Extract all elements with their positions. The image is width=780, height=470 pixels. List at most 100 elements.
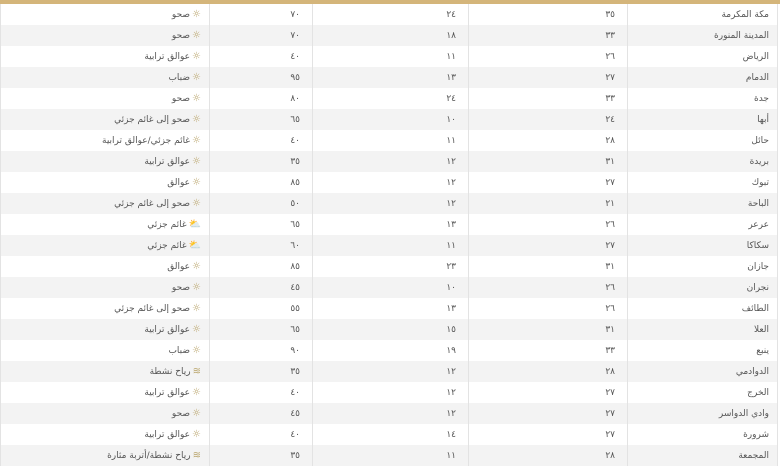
weather-text: غائم جزئي: [147, 220, 187, 230]
table-row: الباحة ٢١ ١٢ ٥٠ ☼صحو إلى غائم جزئي: [0, 193, 778, 214]
sun-icon: ☼: [192, 93, 201, 104]
humidity-cell: ٨٥: [209, 172, 313, 193]
humidity-cell: ٤٠: [209, 46, 313, 67]
max-temp-cell: ٢٨: [468, 445, 628, 466]
humidity-cell: ٨٥: [209, 256, 313, 277]
wind-icon: ≋: [192, 366, 201, 377]
max-temp-cell: ٣١: [468, 151, 628, 172]
min-temp-cell: ١٥: [312, 319, 469, 340]
dust-icon: ☼: [192, 177, 201, 188]
min-temp-cell: ١١: [312, 130, 469, 151]
max-temp-cell: ٢٤: [468, 109, 628, 130]
sun-icon: ☼: [192, 9, 201, 20]
wind-icon: ≋: [192, 450, 201, 461]
max-temp-cell: ٢٨: [468, 361, 628, 382]
dust-icon: ☼: [192, 72, 201, 83]
humidity-cell: ٩٥: [209, 67, 313, 88]
city-cell: بريدة: [627, 151, 778, 172]
city-cell: حائل: [627, 130, 778, 151]
weather-text: صحو إلى غائم جزئي: [114, 304, 191, 314]
table-row: جدة ٣٣ ٢٤ ٨٠ ☼صحو: [0, 88, 778, 109]
table-row: نجران ٢٦ ١٠ ٤٥ ☼صحو: [0, 277, 778, 298]
weather-text: غائم جزئي/عوالق ترابية: [102, 136, 191, 146]
min-temp-cell: ١٠: [312, 277, 469, 298]
min-temp-cell: ١١: [312, 46, 469, 67]
weather-text: عوالق ترابية: [144, 52, 191, 62]
table-row: الطائف ٢٦ ١٣ ٥٥ ☼صحو إلى غائم جزئي: [0, 298, 778, 319]
max-temp-cell: ٢٦: [468, 214, 628, 235]
min-temp-cell: ١٣: [312, 298, 469, 319]
humidity-cell: ٤٠: [209, 130, 313, 151]
max-temp-cell: ٢٧: [468, 172, 628, 193]
table-row: وادي الدواسر ٢٧ ١٢ ٤٥ ☼صحو: [0, 403, 778, 424]
humidity-cell: ٤٠: [209, 382, 313, 403]
humidity-cell: ٤٥: [209, 403, 313, 424]
dust-icon: ☼: [192, 51, 201, 62]
weather-cell: ⛅غائم جزئي: [0, 214, 210, 235]
min-temp-cell: ١٠: [312, 109, 469, 130]
weather-table: مكة المكرمة ٣٥ ٢٤ ٧٠ ☼صحو المدينة المنورة ٣٣ ١٨…: [0, 4, 778, 466]
max-temp-cell: ٢٦: [468, 298, 628, 319]
dust-icon: ☼: [192, 387, 201, 398]
weather-cell: ☼صحو: [0, 277, 210, 298]
humidity-cell: ٦٥: [209, 109, 313, 130]
city-cell: ينبع: [627, 340, 778, 361]
humidity-cell: ٦٥: [209, 214, 313, 235]
weather-text: ضباب: [168, 346, 191, 356]
weather-text: صحو إلى غائم جزئي: [114, 199, 191, 209]
max-temp-cell: ٢٦: [468, 277, 628, 298]
humidity-cell: ٧٠: [209, 25, 313, 46]
weather-cell: ☼صحو: [0, 403, 210, 424]
min-temp-cell: ١٢: [312, 382, 469, 403]
weather-cell: ☼ضباب: [0, 67, 210, 88]
weather-text: عوالق: [167, 178, 191, 188]
min-temp-cell: ٢٤: [312, 4, 469, 25]
weather-cell: ≋رياح نشطة: [0, 361, 210, 382]
max-temp-cell: ٢٧: [468, 403, 628, 424]
min-temp-cell: ١٩: [312, 340, 469, 361]
weather-text: صحو: [171, 94, 191, 104]
min-temp-cell: ١٣: [312, 214, 469, 235]
max-temp-cell: ٢٨: [468, 130, 628, 151]
table-row: عرعر ٢٦ ١٣ ٦٥ ⛅غائم جزئي: [0, 214, 778, 235]
city-cell: الطائف: [627, 298, 778, 319]
city-cell: شرورة: [627, 424, 778, 445]
weather-cell: ☼عوالق: [0, 172, 210, 193]
city-cell: تبوك: [627, 172, 778, 193]
city-cell: نجران: [627, 277, 778, 298]
max-temp-cell: ٢١: [468, 193, 628, 214]
weather-cell: ≋رياح نشطة/أتربة مثارة: [0, 445, 210, 466]
min-temp-cell: ١٣: [312, 67, 469, 88]
city-cell: الباحة: [627, 193, 778, 214]
dust-icon: ☼: [192, 156, 201, 167]
dust-icon: ☼: [192, 261, 201, 272]
city-cell: سكاكا: [627, 235, 778, 256]
min-temp-cell: ١٢: [312, 172, 469, 193]
weather-cell: ⛅غائم جزئي: [0, 235, 210, 256]
city-cell: الدمام: [627, 67, 778, 88]
table-row: مكة المكرمة ٣٥ ٢٤ ٧٠ ☼صحو: [0, 4, 778, 25]
max-temp-cell: ٢٦: [468, 46, 628, 67]
table-row: بريدة ٣١ ١٢ ٣٥ ☼عوالق ترابية: [0, 151, 778, 172]
dust-icon: ☼: [192, 429, 201, 440]
dust-icon: ☼: [192, 135, 201, 146]
min-temp-cell: ١٢: [312, 193, 469, 214]
partly-cloudy-icon: ⛅: [188, 219, 201, 230]
weather-text: صحو: [171, 283, 191, 293]
humidity-cell: ٦٥: [209, 319, 313, 340]
weather-cell: ☼ضباب: [0, 340, 210, 361]
max-temp-cell: ٣٣: [468, 25, 628, 46]
weather-cell: ☼صحو: [0, 25, 210, 46]
humidity-cell: ٦٠: [209, 235, 313, 256]
weather-cell: ☼عوالق ترابية: [0, 424, 210, 445]
table-row: جازان ٣١ ٢٣ ٨٥ ☼عوالق: [0, 256, 778, 277]
weather-cell: ☼عوالق ترابية: [0, 319, 210, 340]
table-top-border: [0, 0, 780, 4]
min-temp-cell: ١٢: [312, 403, 469, 424]
city-cell: مكة المكرمة: [627, 4, 778, 25]
humidity-cell: ٣٥: [209, 151, 313, 172]
min-temp-cell: ٢٤: [312, 88, 469, 109]
min-temp-cell: ١٨: [312, 25, 469, 46]
city-cell: وادي الدواسر: [627, 403, 778, 424]
max-temp-cell: ٢٧: [468, 382, 628, 403]
